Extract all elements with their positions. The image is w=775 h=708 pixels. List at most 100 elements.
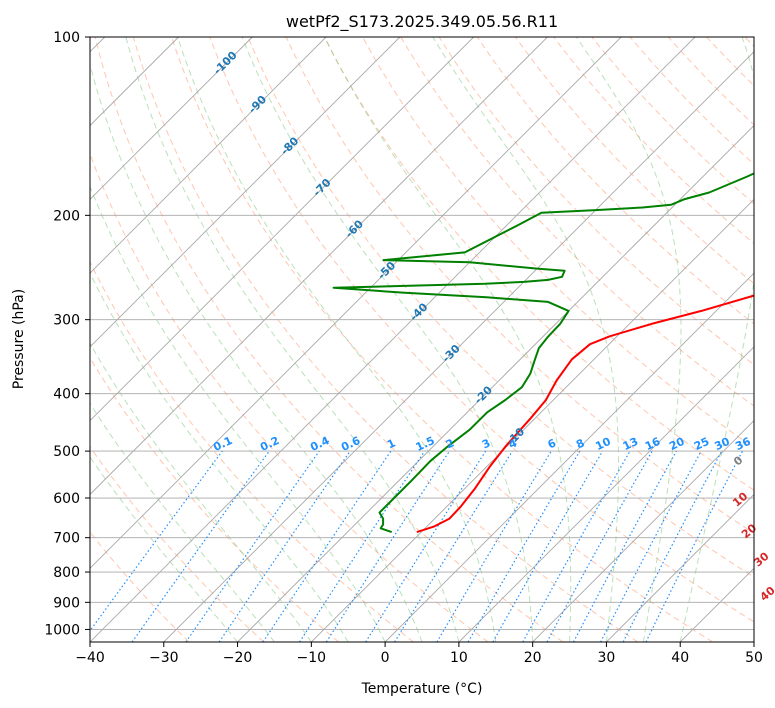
pressure-grid (90, 37, 754, 630)
dry-adiabat (94, 37, 564, 642)
mixing-ratio-line (185, 450, 320, 642)
isotherm-line (606, 493, 754, 642)
isotherm-line (458, 346, 754, 642)
mixing-ratio-line (467, 450, 581, 642)
temperature-profile (416, 294, 754, 534)
mixing-ratio-line (492, 450, 604, 642)
dry-adiabat (247, 37, 754, 578)
theta-label: 40 (758, 584, 775, 604)
mixing-ratio-label: 3 (480, 436, 492, 451)
isotherm-label: -50 (375, 259, 398, 282)
moist-adiabat (679, 37, 754, 642)
dry-adiabat (209, 37, 754, 623)
isotherm-line (90, 37, 327, 274)
dry-adiabat (476, 37, 754, 325)
moist-adiabats (90, 37, 754, 642)
isotherm-label: -90 (246, 93, 269, 116)
isotherm-label: -40 (407, 300, 430, 323)
isotherm-line (90, 37, 474, 422)
y-tick-label: 200 (53, 208, 80, 224)
mixing-ratio-line (131, 450, 270, 642)
isotherm-line (90, 37, 622, 569)
mixing-ratio-line (546, 450, 653, 642)
moist-adiabat (125, 37, 460, 642)
isotherm-line (237, 124, 754, 642)
dry-adiabat (132, 37, 639, 642)
dry-adiabat (629, 37, 754, 165)
x-tick-label: 30 (598, 650, 616, 666)
y-tick-label: 300 (53, 313, 80, 329)
theta-label: 20 (739, 521, 759, 541)
dry-adiabat (171, 37, 713, 642)
dry-adiabat (400, 37, 754, 407)
moist-adiabat (90, 456, 238, 642)
isotherm-label: -20 (472, 383, 495, 406)
y-tick-label: 500 (53, 444, 80, 460)
mixing-ratio-line (218, 450, 351, 642)
mixing-ratio-label: 13 (621, 435, 640, 453)
mixing-ratio-line (90, 450, 223, 632)
mixing-ratio-label: 8 (574, 436, 586, 451)
theta-label: 10 (730, 489, 750, 509)
mixing-ratio-lines (90, 450, 744, 642)
dry-adiabat (90, 260, 414, 642)
mixing-ratio-line (572, 450, 677, 642)
x-tick-label: 20 (524, 650, 542, 666)
mixing-ratio-line (365, 450, 487, 642)
x-tick-label: 0 (381, 650, 390, 666)
isotherm-line (90, 37, 253, 200)
isotherm-line (384, 272, 754, 642)
dry-adiabat (90, 446, 265, 642)
isotherm-label: -60 (343, 217, 366, 240)
mixing-ratio-label: 16 (643, 435, 663, 453)
x-axis-ticks: −40 −30 −20 −10 0 10 20 30 40 50 (75, 642, 763, 666)
y-tick-label: 900 (53, 595, 80, 611)
x-tick-label: 50 (745, 650, 763, 666)
dry-adiabat (667, 37, 754, 126)
y-tick-label: 600 (53, 491, 80, 507)
dry-adiabat (323, 37, 754, 491)
moist-adiabat (324, 37, 572, 642)
mixing-ratio-label: 1 (385, 436, 397, 451)
y-tick-label: 800 (53, 565, 80, 581)
y-tick-label: 100 (53, 30, 80, 46)
mixing-ratio-line (436, 450, 552, 642)
y-axis-label: Pressure (hPa) (11, 289, 27, 389)
mixing-ratio-label: 10 (593, 435, 613, 453)
moist-adiabat (241, 37, 534, 642)
x-tick-label: 10 (450, 650, 468, 666)
moist-adiabat (177, 37, 497, 642)
isotherm-line (90, 37, 548, 496)
mixing-ratio-line (522, 450, 631, 642)
x-tick-label: −30 (149, 650, 179, 666)
dry-adiabat (591, 37, 754, 205)
dry-adiabat (553, 37, 754, 245)
dry-adiabat (90, 531, 190, 642)
dewpoint-profile (332, 172, 754, 534)
moist-adiabat (575, 37, 682, 642)
mixing-ratio-label: 25 (692, 435, 711, 453)
plot-frame (89, 36, 755, 643)
y-tick-label: 700 (53, 531, 80, 547)
mixing-ratio-line (299, 450, 426, 642)
isotherms (90, 37, 754, 642)
dry-adiabat (438, 37, 754, 366)
isotherm-labels: -100-90-80-70-60-50-40-30-20-10 (211, 48, 528, 448)
isotherm-line (532, 420, 754, 642)
theta-label: 0 (731, 453, 745, 468)
mixing-ratio-line (262, 450, 392, 642)
x-tick-label: 40 (671, 650, 689, 666)
isotherm-line (90, 37, 696, 642)
profiles (332, 172, 754, 534)
x-tick-label: −20 (223, 650, 253, 666)
isotherm-line (163, 51, 754, 642)
mixing-ratio-line (325, 450, 451, 642)
isotherm-line (311, 198, 754, 642)
x-tick-label: −10 (297, 650, 327, 666)
chart-title: wetPf2_S173.2025.349.05.56.R11 (286, 12, 558, 32)
dry-adiabat (515, 37, 754, 285)
dry-adiabat (90, 152, 489, 642)
x-axis-label: Temperature (°C) (361, 681, 483, 697)
